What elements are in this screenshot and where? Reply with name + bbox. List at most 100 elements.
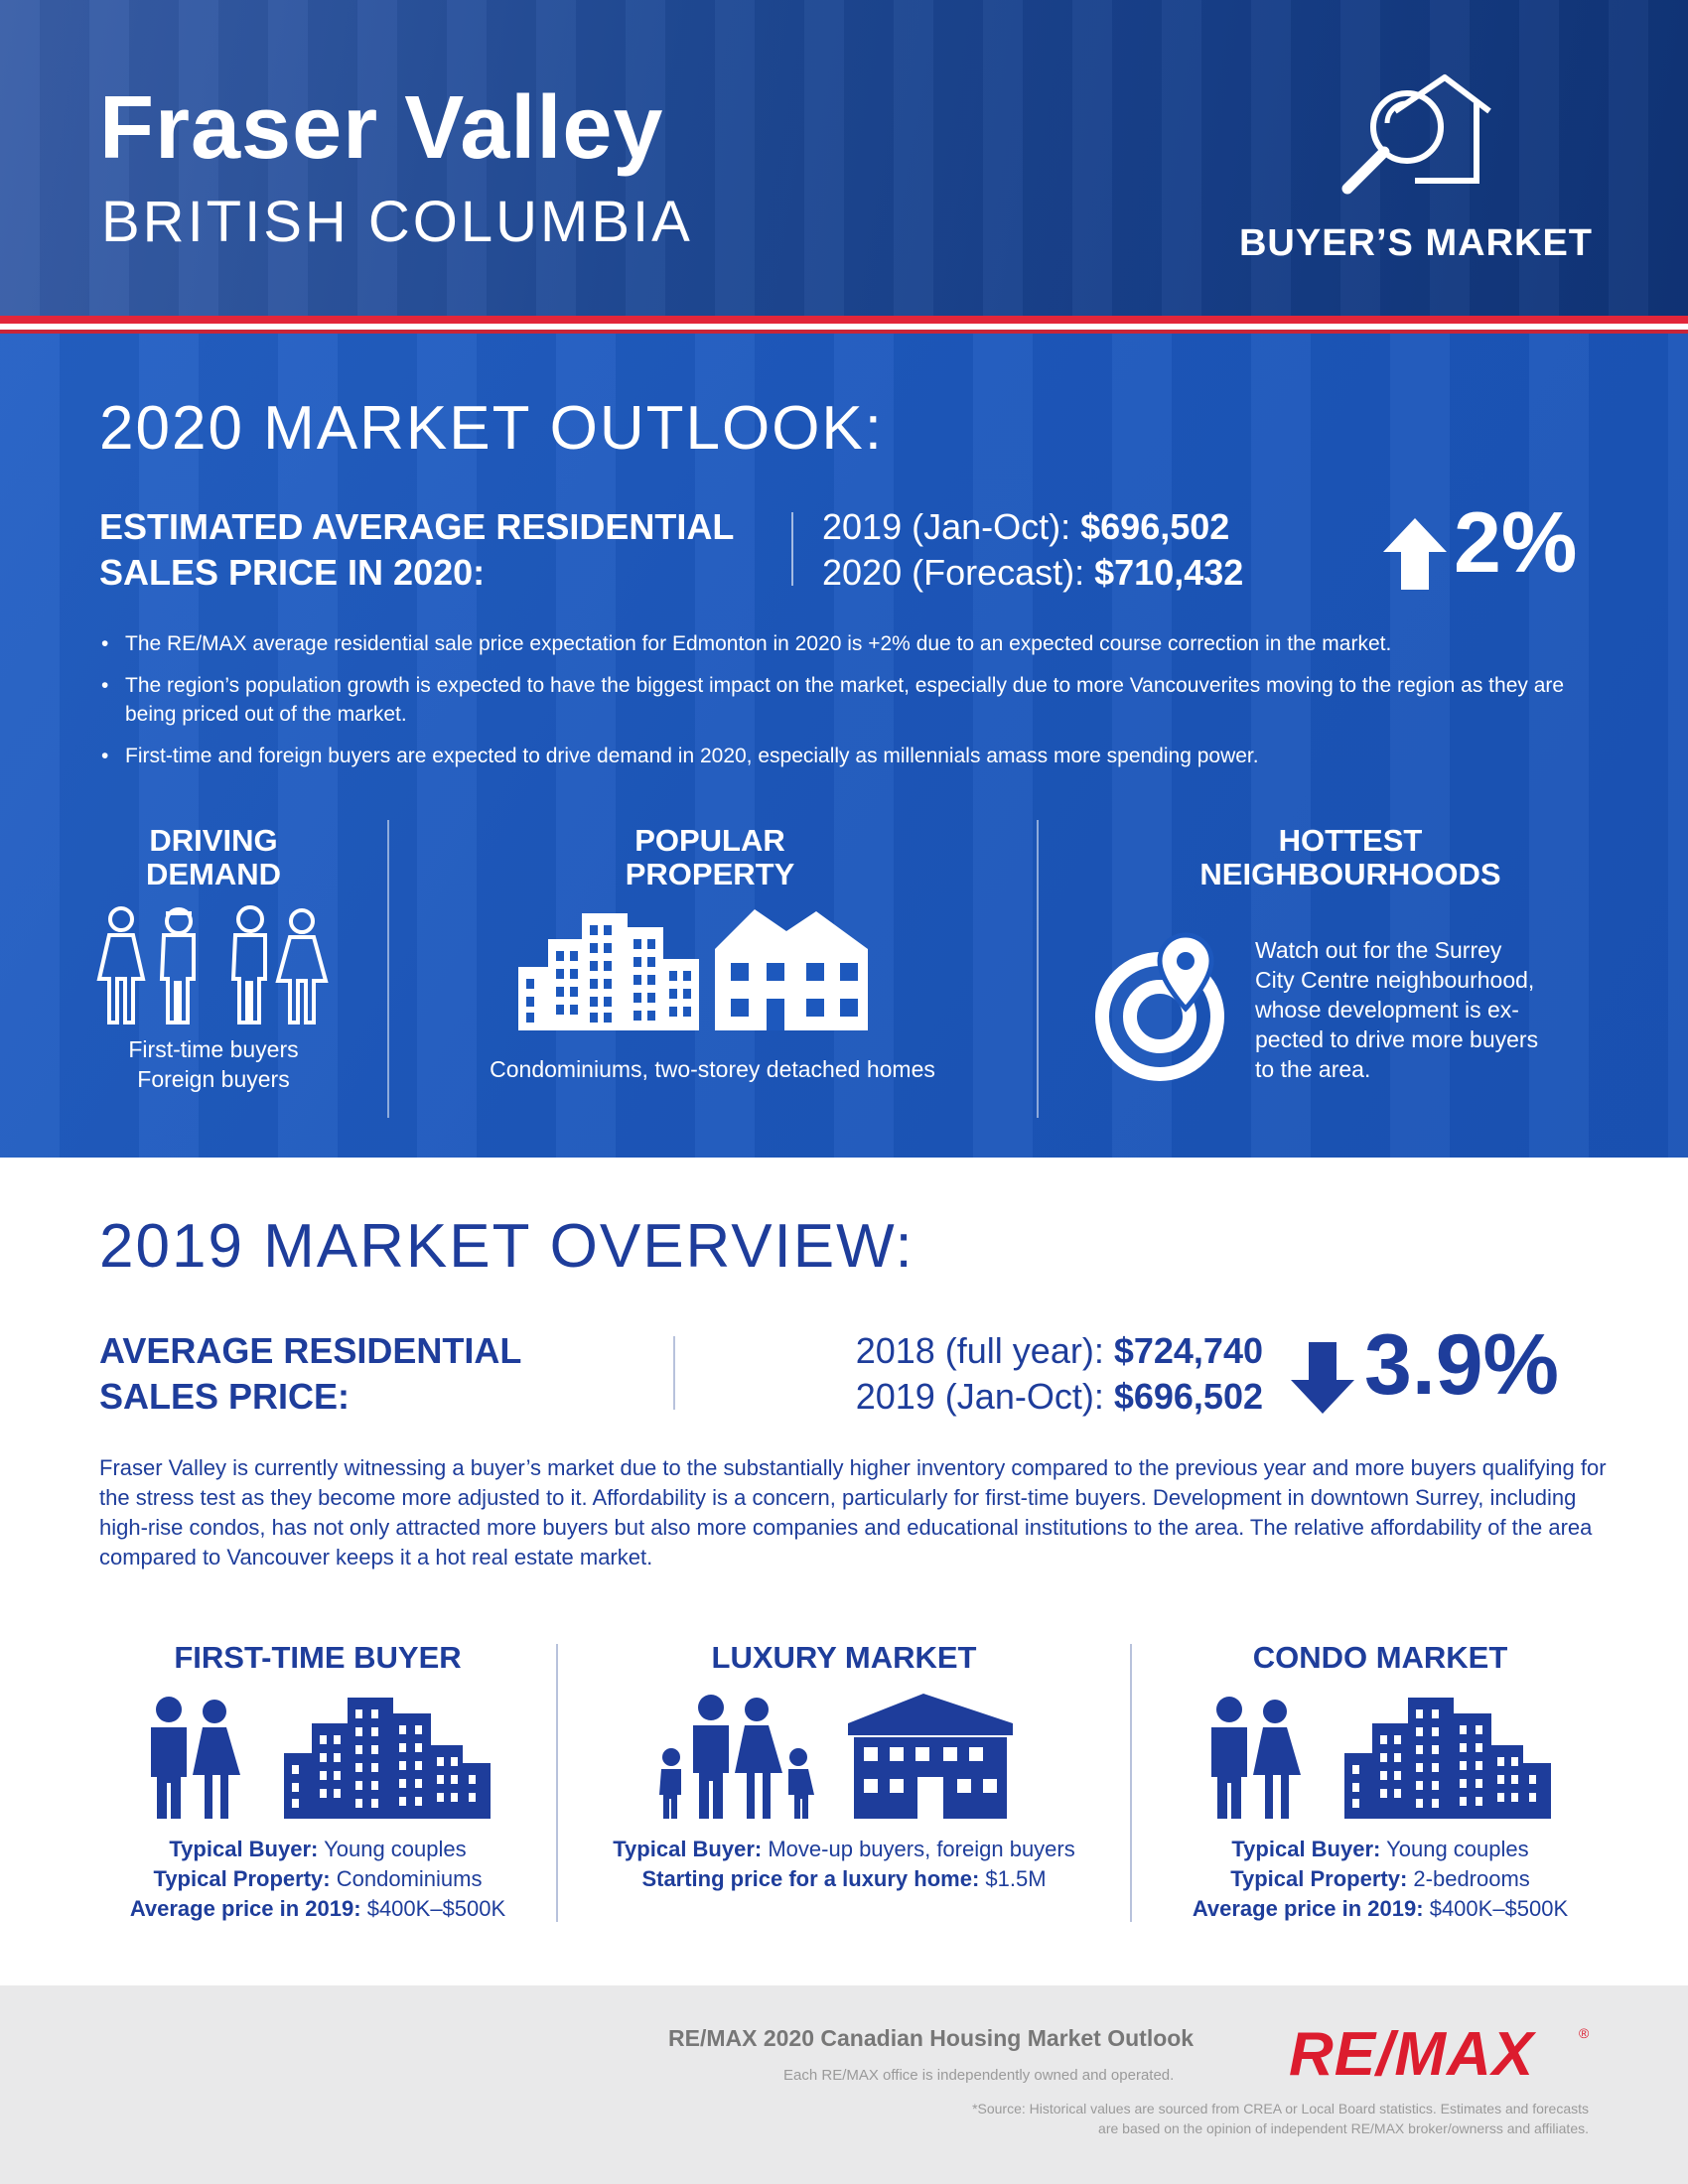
price-label: 2020 (Forecast):: [822, 552, 1084, 593]
overview-average-label: AVERAGE RESIDENTIAL SALES PRICE:: [99, 1328, 521, 1420]
detail-row: Typical Buyer: Young couples: [89, 1835, 546, 1864]
arrow-up-icon: [1383, 518, 1447, 590]
price-2019-row: 2019 (Jan-Oct): $696,502: [675, 1374, 1263, 1420]
overview-heading: 2019 MARKET OVERVIEW:: [99, 1211, 914, 1282]
popular-property-title: POPULAR PROPERTY: [556, 824, 864, 891]
source-line: are based on the opinion of independent …: [774, 2118, 1589, 2138]
price-2020-row: 2020 (Forecast): $710,432: [822, 550, 1243, 596]
average-label-line: AVERAGE RESIDENTIAL: [99, 1328, 521, 1374]
vertical-divider: [387, 820, 389, 1118]
detail-row: Average price in 2019: $400K–$500K: [89, 1894, 546, 1924]
detail-label: Average price in 2019:: [130, 1896, 361, 1921]
house-magnifier-icon: [1336, 71, 1494, 201]
detail-label: Typical Buyer:: [613, 1837, 762, 1861]
driving-demand-text: First-time buyers Foreign buyers: [60, 1034, 367, 1094]
hottest-neighbourhoods-title: HOTTEST NEIGHBOURHOODS: [1112, 824, 1589, 891]
detail-value: $1.5M: [985, 1866, 1046, 1891]
text-line: whose development is ex-: [1255, 995, 1622, 1024]
title-line: NEIGHBOURHOODS: [1112, 858, 1589, 891]
page-subtitle: BRITISH COLUMBIA: [101, 189, 693, 255]
detail-value: $400K–$500K: [367, 1896, 505, 1921]
detail-label: Starting price for a luxury home:: [641, 1866, 979, 1891]
title-line: POPULAR: [556, 824, 864, 858]
condo-and-house-icon: [518, 909, 908, 1030]
overview-change-percent: 3.9%: [1364, 1316, 1559, 1415]
estimate-label-line: ESTIMATED AVERAGE RESIDENTIAL: [99, 504, 734, 550]
market-type-badge: BUYER’S MARKET: [1237, 222, 1595, 265]
detail-value: 2-bedrooms: [1413, 1866, 1529, 1891]
first-time-buyer-title: FIRST-TIME BUYER: [89, 1640, 546, 1676]
detail-value: Condominiums: [337, 1866, 483, 1891]
outlook-bullet-list: The RE/MAX average residential sale pric…: [99, 629, 1609, 783]
text-line: First-time buyers: [60, 1034, 367, 1064]
first-time-buyer-details: Typical Buyer: Young couples Typical Pro…: [89, 1835, 546, 1924]
divider-stripe: [0, 316, 1688, 324]
detail-label: Typical Buyer:: [169, 1837, 318, 1861]
outlook-estimate-label: ESTIMATED AVERAGE RESIDENTIAL SALES PRIC…: [99, 504, 734, 596]
outlook-heading: 2020 MARKET OUTLOOK:: [99, 393, 884, 464]
luxury-market-details: Typical Buyer: Move-up buyers, foreign b…: [576, 1835, 1112, 1894]
couple-and-condo-icon: [1203, 1696, 1553, 1819]
driving-demand-title: DRIVING DEMAND: [60, 824, 367, 891]
price-2018-row: 2018 (full year): $724,740: [675, 1328, 1263, 1374]
luxury-market-title: LUXURY MARKET: [576, 1640, 1112, 1676]
arrow-down-icon: [1291, 1342, 1354, 1414]
title-line: PROPERTY: [556, 858, 864, 891]
footer: RE/MAX 2020 Canadian Housing Market Outl…: [0, 1985, 1688, 2184]
detail-value: $400K–$500K: [1430, 1896, 1568, 1921]
average-label-line: SALES PRICE:: [99, 1374, 521, 1420]
outlook-prices: 2019 (Jan-Oct): $696,502 2020 (Forecast)…: [822, 504, 1243, 596]
price-label: 2019 (Jan-Oct):: [856, 1376, 1104, 1417]
detail-row: Typical Property: 2-bedrooms: [1152, 1864, 1609, 1894]
vertical-divider: [556, 1644, 558, 1922]
price-label: 2019 (Jan-Oct):: [822, 506, 1070, 547]
list-item: The RE/MAX average residential sale pric…: [99, 629, 1609, 658]
outlook-change-percent: 2%: [1454, 494, 1577, 593]
family-and-mansion-icon: [655, 1694, 1015, 1819]
title-line: DEMAND: [60, 858, 367, 891]
detail-row: Typical Buyer: Young couples: [1152, 1835, 1609, 1864]
detail-row: Typical Buyer: Move-up buyers, foreign b…: [576, 1835, 1112, 1864]
outlook-section: 2020 MARKET OUTLOOK: ESTIMATED AVERAGE R…: [0, 334, 1688, 1158]
estimate-label-line: SALES PRICE IN 2020:: [99, 550, 734, 596]
price-value: $724,740: [1114, 1330, 1263, 1371]
location-target-icon: [1092, 927, 1241, 1086]
text-line: pected to drive more buyers: [1255, 1024, 1622, 1054]
ownership-note: Each RE/MAX office is independently owne…: [783, 2067, 1174, 2084]
page-title: Fraser Valley: [99, 77, 663, 180]
detail-label: Typical Property:: [1230, 1866, 1407, 1891]
source-note: *Source: Historical values are sourced f…: [774, 2099, 1589, 2138]
detail-row: Typical Property: Condominiums: [89, 1864, 546, 1894]
text-line: Foreign buyers: [60, 1064, 367, 1094]
detail-value: Young couples: [324, 1837, 467, 1861]
condo-market-details: Typical Buyer: Young couples Typical Pro…: [1152, 1835, 1609, 1924]
people-group-icon: [95, 905, 334, 1028]
text-line: City Centre neighbourhood,: [1255, 965, 1622, 995]
list-item: First-time and foreign buyers are expect…: [99, 742, 1609, 770]
detail-value: Young couples: [1386, 1837, 1529, 1861]
price-label: 2018 (full year):: [856, 1330, 1104, 1371]
list-item: The region’s population growth is expect…: [99, 671, 1609, 729]
condo-market-title: CONDO MARKET: [1152, 1640, 1609, 1676]
detail-label: Typical Buyer:: [1231, 1837, 1380, 1861]
detail-label: Average price in 2019:: [1193, 1896, 1424, 1921]
report-title: RE/MAX 2020 Canadian Housing Market Outl…: [668, 2025, 1194, 2052]
detail-value: Move-up buyers, foreign buyers: [768, 1837, 1074, 1861]
text-line: Watch out for the Surrey: [1255, 935, 1622, 965]
detail-row: Starting price for a luxury home: $1.5M: [576, 1864, 1112, 1894]
overview-paragraph: Fraser Valley is currently witnessing a …: [99, 1453, 1609, 1572]
registered-mark: ®: [1579, 2025, 1589, 2041]
source-line: *Source: Historical values are sourced f…: [774, 2099, 1589, 2118]
title-line: HOTTEST: [1112, 824, 1589, 858]
remax-logo: RE/MAX: [1289, 2019, 1534, 2090]
price-value: $710,432: [1094, 552, 1243, 593]
vertical-divider: [1130, 1644, 1132, 1922]
price-2019-row: 2019 (Jan-Oct): $696,502: [822, 504, 1243, 550]
hottest-neighbourhoods-text: Watch out for the Surrey City Centre nei…: [1255, 935, 1622, 1084]
price-value: $696,502: [1080, 506, 1229, 547]
title-line: DRIVING: [60, 824, 367, 858]
text-line: to the area.: [1255, 1054, 1622, 1084]
detail-row: Average price in 2019: $400K–$500K: [1152, 1894, 1609, 1924]
popular-property-text: Condominiums, two-storey detached homes: [397, 1054, 1028, 1084]
overview-prices: 2018 (full year): $724,740 2019 (Jan-Oct…: [675, 1328, 1263, 1420]
